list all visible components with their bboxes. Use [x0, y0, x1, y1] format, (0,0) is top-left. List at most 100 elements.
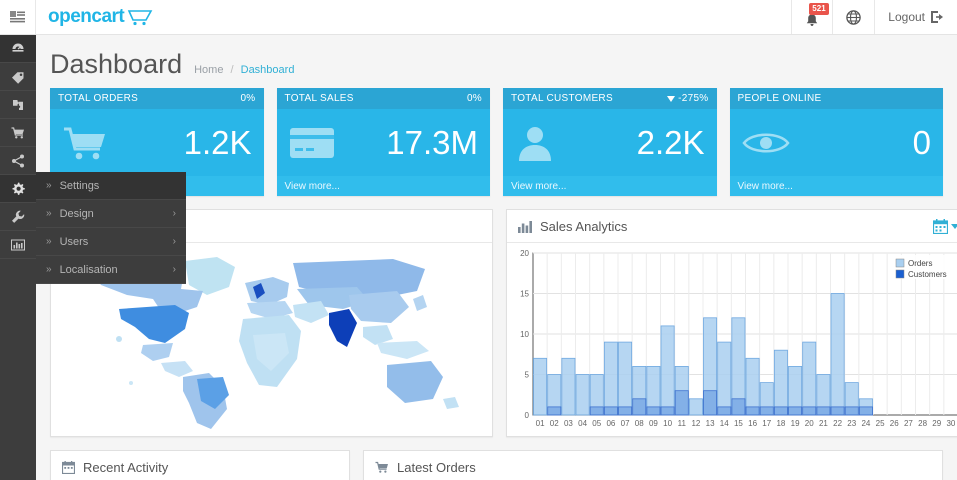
- card-percent-value: -275%: [678, 93, 709, 104]
- main-content: Dashboard Home / Dashboard TOTAL ORDERS …: [36, 35, 957, 480]
- card-percent: 0%: [240, 93, 256, 104]
- chevrons-right-icon: »: [46, 208, 52, 219]
- svg-text:15: 15: [520, 290, 529, 299]
- panel-header: Sales Analytics: [507, 210, 957, 243]
- flyout-item-label: Localisation: [59, 263, 118, 276]
- sidebar-toggle-button[interactable]: [0, 0, 36, 34]
- card-body: 0: [730, 109, 944, 176]
- logout-icon: [930, 10, 944, 24]
- page-title: Dashboard: [50, 49, 183, 79]
- eye-icon: [741, 128, 790, 158]
- stat-card-people-online[interactable]: PEOPLE ONLINE 0 View more...: [729, 88, 944, 196]
- svg-text:10: 10: [520, 330, 529, 339]
- chevron-right-icon: ›: [172, 208, 176, 219]
- sidebar-item-catalog[interactable]: [0, 63, 36, 91]
- gear-icon: [10, 181, 26, 197]
- system-flyout-menu: » Settings » Design › » Users › » Locali…: [36, 172, 186, 284]
- chevrons-right-icon: »: [46, 180, 52, 191]
- puzzle-icon: [10, 97, 26, 113]
- calendar-icon: [933, 218, 948, 234]
- panel-header: Latest Orders: [364, 451, 942, 480]
- card-footer-link[interactable]: View more...: [276, 176, 490, 196]
- svg-text:30: 30: [946, 419, 955, 428]
- chevron-down-icon: [951, 223, 957, 229]
- card-footer-link[interactable]: View more...: [503, 176, 717, 196]
- panel-header: Recent Activity: [51, 451, 349, 480]
- globe-icon: [846, 9, 862, 25]
- flyout-item-users[interactable]: » Users ›: [36, 228, 186, 256]
- svg-text:07: 07: [621, 419, 630, 428]
- svg-text:18: 18: [776, 419, 785, 428]
- card-title: PEOPLE ONLINE: [737, 93, 822, 104]
- panel-header: [51, 210, 492, 243]
- svg-text:20: 20: [805, 419, 814, 428]
- card-footer-link[interactable]: View more...: [729, 176, 943, 196]
- cart-icon: [375, 461, 389, 474]
- card-title: TOTAL CUSTOMERS: [511, 93, 613, 104]
- notifications-button[interactable]: 521: [791, 0, 832, 34]
- svg-text:19: 19: [791, 419, 800, 428]
- card-header: TOTAL CUSTOMERS -275%: [503, 88, 717, 109]
- flyout-item-label: Settings: [59, 179, 100, 192]
- card-body: 2.2K: [503, 109, 717, 176]
- sidebar-item-system[interactable]: [0, 175, 36, 203]
- sidebar-item-tools[interactable]: [0, 203, 36, 231]
- breadcrumb-current: Dashboard: [240, 64, 295, 76]
- recent-activity-panel: Recent Activity: [50, 450, 350, 480]
- sidebar-item-dashboard[interactable]: [0, 35, 36, 63]
- breadcrumb: Home / Dashboard: [194, 64, 294, 76]
- svg-text:05: 05: [592, 419, 601, 428]
- svg-text:11: 11: [678, 419, 687, 428]
- stat-card-total-customers[interactable]: TOTAL CUSTOMERS -275%: [503, 88, 717, 196]
- sales-analytics-panel: Sales Analytics: [506, 209, 957, 437]
- sidebar-item-reports[interactable]: [0, 231, 36, 259]
- card-value: 0: [912, 123, 931, 161]
- notification-badge: 521: [809, 3, 829, 15]
- panel-title-group: Sales Analytics: [518, 219, 627, 234]
- svg-text:17: 17: [762, 419, 771, 428]
- top-bar: opencart 521: [0, 0, 957, 35]
- flyout-item-design[interactable]: » Design ›: [36, 200, 186, 228]
- flyout-item-localisation[interactable]: » Localisation ›: [36, 256, 186, 284]
- gauge-icon: [10, 41, 26, 57]
- svg-text:25: 25: [876, 419, 885, 428]
- sidebar-item-extensions[interactable]: [0, 91, 36, 119]
- card-body: 1.2K: [50, 109, 264, 176]
- card-body: 17.3M: [277, 109, 491, 176]
- svg-text:02: 02: [550, 419, 559, 428]
- language-button[interactable]: [832, 0, 874, 34]
- card-title: TOTAL SALES: [284, 93, 354, 104]
- panel-title-group: Latest Orders: [375, 460, 476, 475]
- svg-text:27: 27: [904, 419, 913, 428]
- breadcrumb-home[interactable]: Home: [194, 64, 224, 76]
- svg-text:Orders: Orders: [908, 259, 932, 268]
- chevron-right-icon: ›: [172, 264, 176, 275]
- flyout-item-label: Design: [59, 207, 94, 220]
- svg-text:06: 06: [606, 419, 615, 428]
- brand-logo[interactable]: opencart: [36, 0, 153, 34]
- flyout-item-settings[interactable]: » Settings: [36, 172, 186, 200]
- bottom-panels: Recent Activity: [36, 437, 957, 480]
- date-range-dropdown[interactable]: [933, 218, 957, 234]
- card-value: 2.2K: [636, 123, 705, 161]
- svg-text:10: 10: [663, 419, 672, 428]
- tag-icon: [10, 69, 26, 85]
- logout-button[interactable]: Logout: [874, 0, 957, 34]
- svg-text:03: 03: [564, 419, 573, 428]
- logo-text: opencart: [48, 6, 125, 27]
- svg-text:23: 23: [847, 419, 856, 428]
- svg-text:08: 08: [635, 419, 644, 428]
- stat-card-total-sales[interactable]: TOTAL SALES 0% 17.3M View more...: [276, 88, 491, 196]
- panel-title: Recent Activity: [83, 459, 169, 475]
- sidebar-item-sales[interactable]: [0, 119, 36, 147]
- sales-chart[interactable]: 0 5 10 15 20 01 02 03 04 05 06 07 08 09 10 11 12 13 14 15 16…: [507, 243, 957, 437]
- list-toggle-icon: [10, 10, 25, 24]
- sidebar-item-marketing[interactable]: [0, 147, 36, 175]
- latest-orders-panel: Latest Orders: [363, 450, 943, 480]
- panel-title: Latest Orders: [397, 459, 476, 475]
- svg-text:16: 16: [748, 419, 757, 428]
- svg-text:22: 22: [833, 419, 842, 428]
- svg-text:29: 29: [932, 419, 941, 428]
- breadcrumb-separator: /: [230, 64, 234, 76]
